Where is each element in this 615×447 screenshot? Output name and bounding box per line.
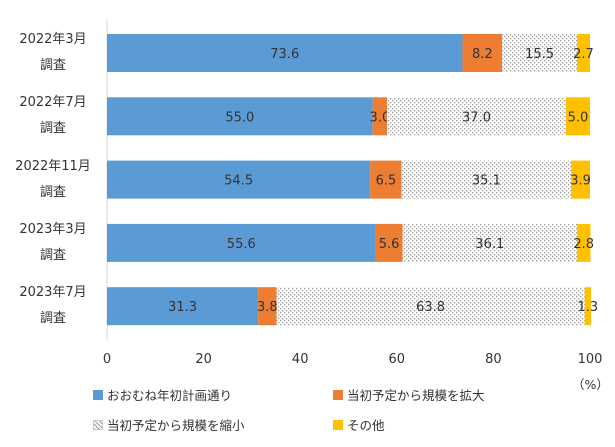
bar-segment-3-4 xyxy=(571,160,590,199)
data-label-5-1: 31.3 xyxy=(168,300,197,315)
legend-label: その他 xyxy=(347,418,385,433)
data-label-4-2: 5.6 xyxy=(379,237,400,252)
data-label-1-3: 15.5 xyxy=(525,47,554,62)
x-tick-label: 60 xyxy=(389,352,406,367)
legend-item: その他 xyxy=(333,415,385,434)
data-label-3-4: 3.9 xyxy=(570,174,591,189)
category-label: 2022年7月 調査 xyxy=(4,90,102,142)
data-label-4-1: 55.6 xyxy=(227,237,256,252)
bar-segment-2-4 xyxy=(565,97,590,136)
bar-segment-3-1 xyxy=(107,160,371,199)
bar-segment-1-3 xyxy=(502,34,577,72)
bar-segment-5-2 xyxy=(258,287,277,326)
bar-segment-2-1 xyxy=(107,97,373,136)
data-label-4-4: 2.8 xyxy=(573,237,594,252)
category-label-line: 調査 xyxy=(39,58,66,73)
data-label-4-3: 36.1 xyxy=(475,237,504,252)
category-label: 2023年7月 調査 xyxy=(4,280,102,332)
category-label-line: 2022年11月 xyxy=(15,158,91,174)
category-label: 2023年3月 調査 xyxy=(4,217,102,269)
data-label-1-2: 8.2 xyxy=(472,47,493,62)
data-label-3-3: 35.1 xyxy=(472,174,501,189)
legend-label: 当初予定から規模を拡大 xyxy=(347,388,485,403)
legend-label: 当初予定から規模を縮小 xyxy=(107,418,245,433)
data-label-2-1: 55.0 xyxy=(225,110,254,125)
legend-label: おおむね年初計画通り xyxy=(107,388,233,403)
data-label-5-4: 1.3 xyxy=(577,300,598,315)
data-label-5-2: 3.8 xyxy=(257,300,278,315)
x-tick-label: 100 xyxy=(578,352,603,367)
data-label-1-1: 73.6 xyxy=(270,47,299,62)
x-tick-label: 0 xyxy=(103,352,111,367)
bar-segment-5-4 xyxy=(584,287,591,326)
bar-segment-5-3 xyxy=(276,287,585,326)
category-label-line: 2023年7月 xyxy=(19,285,87,301)
category-label-line: 調査 xyxy=(39,311,66,327)
data-label-1-4: 2.7 xyxy=(573,47,594,62)
x-axis-unit: （%） xyxy=(572,377,609,392)
bar-segment-2-3 xyxy=(387,97,566,136)
data-label-2-2: 3.0 xyxy=(370,110,391,125)
data-label-3-2: 6.5 xyxy=(376,174,397,189)
data-label-2-3: 37.0 xyxy=(462,110,491,125)
bar-segment-4-4 xyxy=(576,223,591,262)
category-label-line: 2022年7月 xyxy=(19,95,87,111)
legend-item: 当初予定から規模を拡大 xyxy=(333,385,485,404)
legend-item: 当初予定から規模を縮小 xyxy=(93,415,245,434)
plot-area: 73.6 8.2 15.5 2.7 55.0 3.0 37.0 5.0 54.5 6.5 35.1 3… xyxy=(103,19,603,367)
data-label-2-4: 5.0 xyxy=(568,110,589,125)
bar-segment-3-2 xyxy=(370,160,402,199)
x-tick-label: 80 xyxy=(485,352,502,367)
bar-segment-4-1 xyxy=(107,223,376,262)
legend-item: おおむね年初計画通り xyxy=(93,385,232,404)
x-tick-label: 40 xyxy=(292,352,309,367)
bar-segment-4-2 xyxy=(375,223,403,262)
bar-segment-5-1 xyxy=(107,287,259,326)
bar-segment-1-1 xyxy=(107,34,463,72)
x-tick-label: 20 xyxy=(195,352,212,367)
category-label-line: 2023年3月 xyxy=(19,221,87,237)
legend-swatch xyxy=(333,419,343,430)
category-label-line: 2022年3月 xyxy=(19,32,87,47)
category-label: 2022年3月 調査 xyxy=(4,27,102,79)
bar-segment-3-3 xyxy=(401,160,572,199)
data-label-5-3: 63.8 xyxy=(416,300,445,315)
bar-segment-4-3 xyxy=(402,223,577,262)
category-label-line: 調査 xyxy=(39,184,66,200)
legend-swatch xyxy=(333,389,343,400)
data-label-3-1: 54.5 xyxy=(224,174,253,189)
bar-segment-1-2 xyxy=(462,34,503,72)
bar-segment-1-4 xyxy=(576,34,590,72)
category-label: 2022年11月 調査 xyxy=(4,154,102,206)
legend-swatch xyxy=(93,389,103,400)
bar-segment-2-2 xyxy=(372,97,388,136)
category-label-line: 調査 xyxy=(39,247,66,263)
category-label-line: 調査 xyxy=(39,121,66,137)
legend-swatch xyxy=(93,419,103,430)
